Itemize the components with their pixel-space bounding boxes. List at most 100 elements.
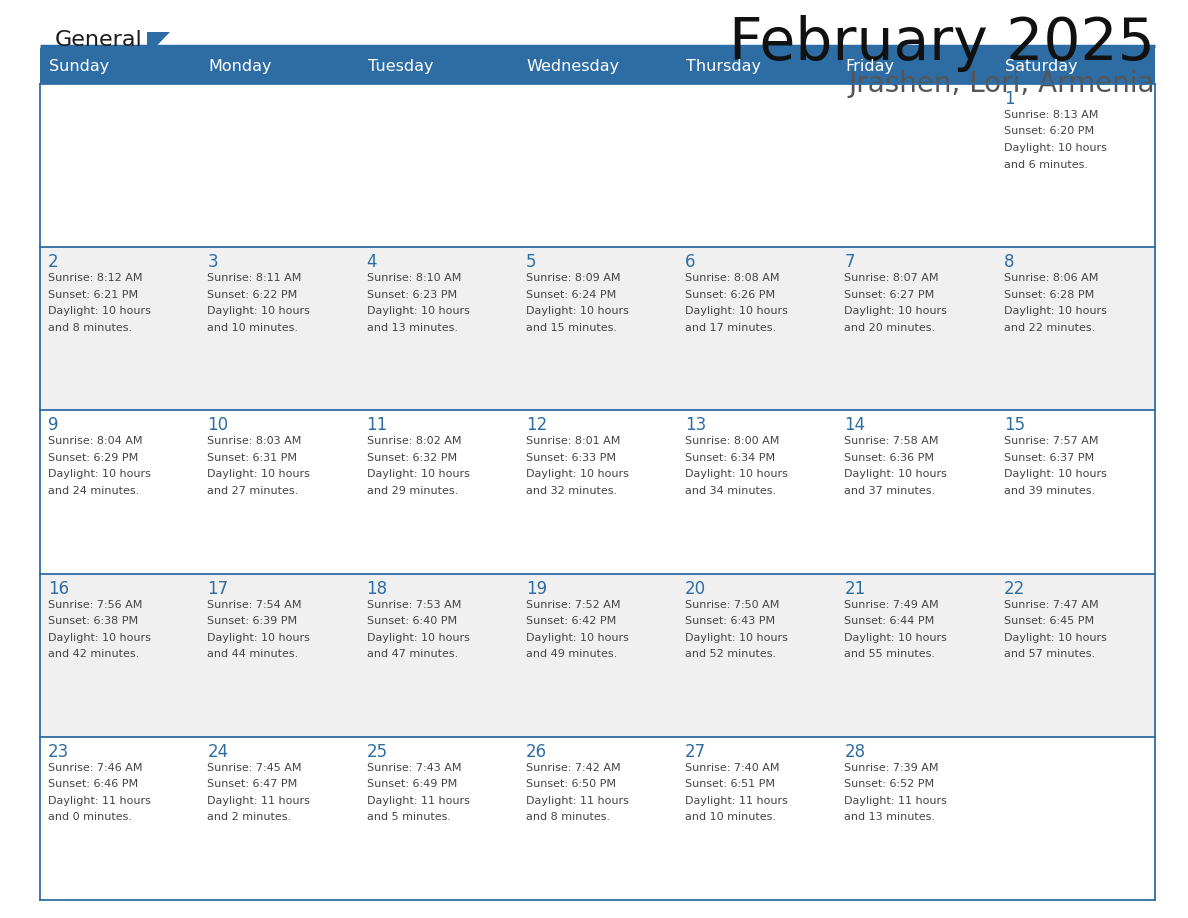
Text: and 37 minutes.: and 37 minutes. — [845, 486, 936, 496]
Text: and 6 minutes.: and 6 minutes. — [1004, 160, 1088, 170]
Text: 24: 24 — [207, 743, 228, 761]
Text: Sunrise: 8:12 AM: Sunrise: 8:12 AM — [48, 274, 143, 283]
Text: Sunrise: 8:01 AM: Sunrise: 8:01 AM — [526, 436, 620, 446]
Text: Saturday: Saturday — [1005, 59, 1078, 73]
Text: Thursday: Thursday — [687, 59, 762, 73]
Text: Daylight: 11 hours: Daylight: 11 hours — [48, 796, 151, 806]
Bar — [40, 574, 1155, 737]
Text: Sunset: 6:28 PM: Sunset: 6:28 PM — [1004, 290, 1094, 299]
Text: Sunrise: 8:06 AM: Sunrise: 8:06 AM — [1004, 274, 1098, 283]
Text: Sunrise: 8:03 AM: Sunrise: 8:03 AM — [207, 436, 302, 446]
Text: and 32 minutes.: and 32 minutes. — [526, 486, 617, 496]
Text: Sunrise: 8:02 AM: Sunrise: 8:02 AM — [367, 436, 461, 446]
Text: 19: 19 — [526, 579, 546, 598]
Text: and 20 minutes.: and 20 minutes. — [845, 323, 936, 332]
Text: Daylight: 10 hours: Daylight: 10 hours — [367, 633, 469, 643]
Text: Daylight: 10 hours: Daylight: 10 hours — [526, 307, 628, 316]
Text: and 17 minutes.: and 17 minutes. — [685, 323, 776, 332]
Text: Sunrise: 8:07 AM: Sunrise: 8:07 AM — [845, 274, 939, 283]
Text: Sunrise: 7:52 AM: Sunrise: 7:52 AM — [526, 599, 620, 610]
Text: and 27 minutes.: and 27 minutes. — [207, 486, 298, 496]
Text: Sunrise: 7:57 AM: Sunrise: 7:57 AM — [1004, 436, 1098, 446]
Text: Wednesday: Wednesday — [526, 59, 620, 73]
Text: 28: 28 — [845, 743, 866, 761]
Text: Sunset: 6:26 PM: Sunset: 6:26 PM — [685, 290, 776, 299]
Text: 4: 4 — [367, 253, 377, 271]
Text: Sunrise: 8:13 AM: Sunrise: 8:13 AM — [1004, 110, 1098, 120]
Text: Sunrise: 8:04 AM: Sunrise: 8:04 AM — [48, 436, 143, 446]
Text: 17: 17 — [207, 579, 228, 598]
Polygon shape — [147, 32, 170, 56]
Text: Daylight: 10 hours: Daylight: 10 hours — [1004, 633, 1106, 643]
Text: Sunrise: 8:08 AM: Sunrise: 8:08 AM — [685, 274, 779, 283]
Text: Sunset: 6:22 PM: Sunset: 6:22 PM — [207, 290, 297, 299]
Text: 21: 21 — [845, 579, 866, 598]
Text: 6: 6 — [685, 253, 696, 271]
Text: Sunset: 6:27 PM: Sunset: 6:27 PM — [845, 290, 935, 299]
Text: and 44 minutes.: and 44 minutes. — [207, 649, 298, 659]
Text: Sunset: 6:51 PM: Sunset: 6:51 PM — [685, 779, 775, 789]
Text: Daylight: 10 hours: Daylight: 10 hours — [845, 469, 947, 479]
Text: Sunrise: 7:53 AM: Sunrise: 7:53 AM — [367, 599, 461, 610]
Text: Daylight: 10 hours: Daylight: 10 hours — [207, 307, 310, 316]
Text: and 10 minutes.: and 10 minutes. — [207, 323, 298, 332]
Text: Sunrise: 7:45 AM: Sunrise: 7:45 AM — [207, 763, 302, 773]
Text: and 42 minutes.: and 42 minutes. — [48, 649, 139, 659]
Text: Daylight: 10 hours: Daylight: 10 hours — [48, 307, 151, 316]
Text: 25: 25 — [367, 743, 387, 761]
Text: Daylight: 11 hours: Daylight: 11 hours — [367, 796, 469, 806]
Text: and 10 minutes.: and 10 minutes. — [685, 812, 776, 823]
Text: and 24 minutes.: and 24 minutes. — [48, 486, 139, 496]
Text: Sunrise: 7:39 AM: Sunrise: 7:39 AM — [845, 763, 939, 773]
Text: Daylight: 10 hours: Daylight: 10 hours — [1004, 143, 1106, 153]
Text: Sunset: 6:29 PM: Sunset: 6:29 PM — [48, 453, 138, 463]
Text: and 29 minutes.: and 29 minutes. — [367, 486, 457, 496]
Text: Sunset: 6:38 PM: Sunset: 6:38 PM — [48, 616, 138, 626]
Text: Sunset: 6:49 PM: Sunset: 6:49 PM — [367, 779, 457, 789]
Text: 15: 15 — [1004, 417, 1025, 434]
Text: Sunset: 6:39 PM: Sunset: 6:39 PM — [207, 616, 297, 626]
Text: Daylight: 10 hours: Daylight: 10 hours — [845, 307, 947, 316]
Text: 22: 22 — [1004, 579, 1025, 598]
Text: Sunset: 6:32 PM: Sunset: 6:32 PM — [367, 453, 456, 463]
Text: February 2025: February 2025 — [729, 15, 1155, 72]
Text: Sunday: Sunday — [49, 59, 109, 73]
Text: Sunset: 6:44 PM: Sunset: 6:44 PM — [845, 616, 935, 626]
Text: Daylight: 10 hours: Daylight: 10 hours — [367, 307, 469, 316]
Text: Daylight: 11 hours: Daylight: 11 hours — [207, 796, 310, 806]
Text: Daylight: 10 hours: Daylight: 10 hours — [48, 633, 151, 643]
Text: Daylight: 10 hours: Daylight: 10 hours — [1004, 307, 1106, 316]
Text: Sunset: 6:46 PM: Sunset: 6:46 PM — [48, 779, 138, 789]
Text: and 13 minutes.: and 13 minutes. — [367, 323, 457, 332]
Text: Friday: Friday — [846, 59, 895, 73]
Text: Sunrise: 7:49 AM: Sunrise: 7:49 AM — [845, 599, 939, 610]
Text: and 5 minutes.: and 5 minutes. — [367, 812, 450, 823]
Text: 26: 26 — [526, 743, 546, 761]
Text: Sunrise: 8:00 AM: Sunrise: 8:00 AM — [685, 436, 779, 446]
Text: and 13 minutes.: and 13 minutes. — [845, 812, 935, 823]
Text: 1: 1 — [1004, 90, 1015, 108]
Text: 16: 16 — [48, 579, 69, 598]
Text: Daylight: 11 hours: Daylight: 11 hours — [845, 796, 947, 806]
Text: Sunrise: 7:56 AM: Sunrise: 7:56 AM — [48, 599, 143, 610]
Text: Sunrise: 7:50 AM: Sunrise: 7:50 AM — [685, 599, 779, 610]
Text: 8: 8 — [1004, 253, 1015, 271]
Text: 12: 12 — [526, 417, 548, 434]
Bar — [40, 410, 1155, 574]
Text: Daylight: 11 hours: Daylight: 11 hours — [685, 796, 788, 806]
Text: Tuesday: Tuesday — [367, 59, 434, 73]
Text: Sunset: 6:33 PM: Sunset: 6:33 PM — [526, 453, 615, 463]
Text: and 47 minutes.: and 47 minutes. — [367, 649, 457, 659]
Text: Daylight: 10 hours: Daylight: 10 hours — [685, 469, 788, 479]
Text: Sunset: 6:21 PM: Sunset: 6:21 PM — [48, 290, 138, 299]
Text: Sunset: 6:34 PM: Sunset: 6:34 PM — [685, 453, 776, 463]
Text: Sunrise: 7:58 AM: Sunrise: 7:58 AM — [845, 436, 939, 446]
Text: 5: 5 — [526, 253, 536, 271]
Text: and 15 minutes.: and 15 minutes. — [526, 323, 617, 332]
Text: 27: 27 — [685, 743, 707, 761]
Text: Sunset: 6:50 PM: Sunset: 6:50 PM — [526, 779, 615, 789]
Text: Sunset: 6:45 PM: Sunset: 6:45 PM — [1004, 616, 1094, 626]
Text: Sunrise: 7:43 AM: Sunrise: 7:43 AM — [367, 763, 461, 773]
Text: Sunset: 6:36 PM: Sunset: 6:36 PM — [845, 453, 935, 463]
Text: Sunset: 6:47 PM: Sunset: 6:47 PM — [207, 779, 297, 789]
